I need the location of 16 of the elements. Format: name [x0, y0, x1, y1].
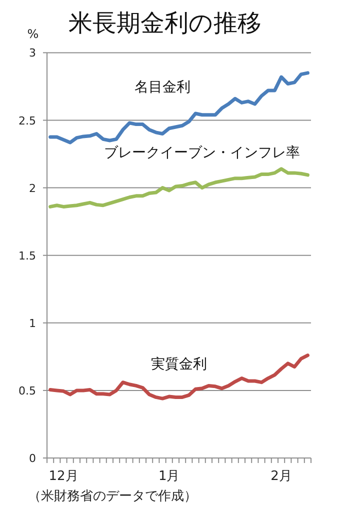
y-tick-label: 2 [29, 182, 36, 195]
y-tick-label: 0 [29, 452, 36, 465]
x-tick-label: 12月 [48, 469, 78, 484]
y-tick-label: 1.5 [18, 249, 36, 262]
y-tick-label: 2.5 [18, 114, 36, 128]
series-label: ブレークイーブン・インフレ率 [104, 145, 300, 161]
y-axis-title: % [27, 27, 39, 41]
y-tick-label: 3 [29, 46, 36, 60]
chart-title: 米長期金利の推移 [68, 9, 262, 37]
y-tick-label: 0.5 [18, 384, 36, 398]
y-tick-label: 1 [29, 316, 36, 330]
x-tick-label: 2月 [270, 469, 292, 484]
x-tick-label: 1月 [158, 469, 180, 484]
series-label: 名目金利 [134, 79, 190, 96]
text: （米財務省のデータで作成） [28, 489, 197, 504]
series-label: 実質金利 [151, 356, 207, 372]
